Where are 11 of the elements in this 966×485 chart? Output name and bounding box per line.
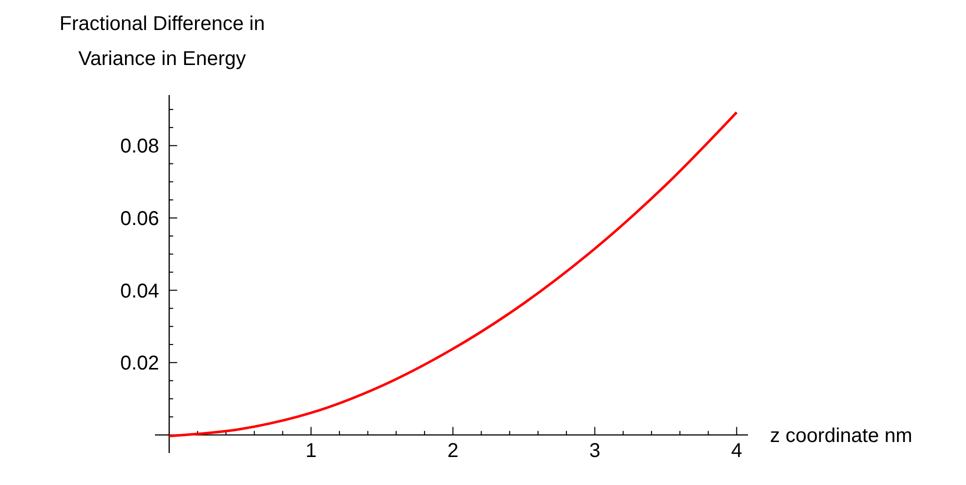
x-tick-label: 4 <box>731 440 742 462</box>
y-tick-label: 0.04 <box>120 280 160 302</box>
x-axis-title: z coordinate nm <box>770 424 912 447</box>
y-tick-label: 0.06 <box>120 208 160 230</box>
line-series <box>168 111 738 438</box>
y-tick-label: 0.02 <box>120 352 160 375</box>
x-tick-label: 2 <box>447 440 458 462</box>
x-tick-label: 3 <box>589 440 600 462</box>
y-tick-label: 0.08 <box>120 136 160 158</box>
y-axis-title: Fractional Difference in Variance in Energy <box>60 13 265 70</box>
x-tick-label: 1 <box>305 440 317 462</box>
